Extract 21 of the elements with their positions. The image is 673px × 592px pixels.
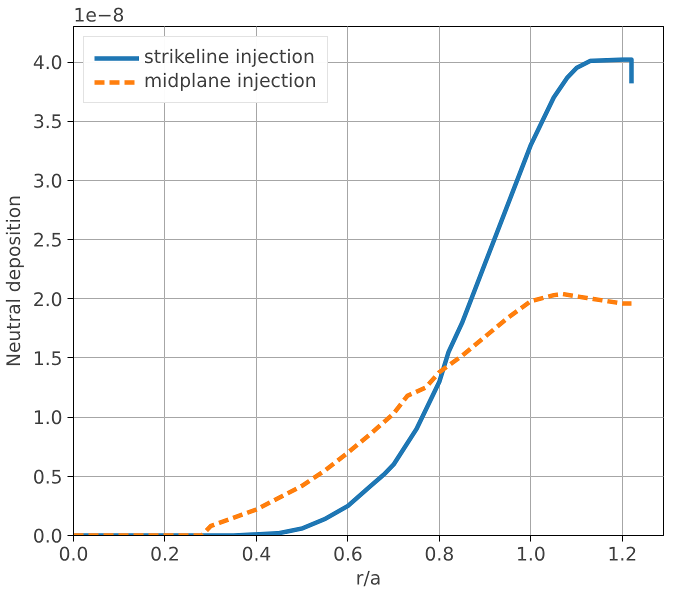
- y-tick-label: 1.0: [32, 408, 62, 430]
- y-tick-label: 0.5: [32, 467, 62, 488]
- x-tick-label: 0.0: [58, 544, 88, 566]
- y-tick-label: 0.0: [32, 526, 62, 548]
- legend-label: strikeline injection: [144, 47, 315, 68]
- y-axis-title: Neutral deposition: [4, 194, 25, 368]
- x-tick-label: 0.6: [333, 544, 363, 566]
- y-tick-label: 3.5: [32, 112, 62, 134]
- y-tick-label: 4.0: [32, 53, 62, 74]
- text: 1e−8: [74, 6, 124, 26]
- x-tick-label: 1.2: [608, 544, 638, 566]
- y-tick-label: 2.0: [32, 290, 62, 311]
- x-tick-label: 0.4: [242, 544, 272, 566]
- y-tick-label: 3.0: [32, 171, 62, 192]
- x-tick-label: 1.0: [516, 544, 546, 566]
- x-axis-title: r/a: [356, 568, 382, 590]
- legend-label: midplane injection: [144, 71, 317, 92]
- x-tick-label: 0.8: [424, 544, 454, 566]
- x-tick-label: 0.2: [150, 544, 180, 566]
- y-tick-label: 1.5: [32, 348, 62, 370]
- y-tick-label: 2.5: [32, 230, 62, 252]
